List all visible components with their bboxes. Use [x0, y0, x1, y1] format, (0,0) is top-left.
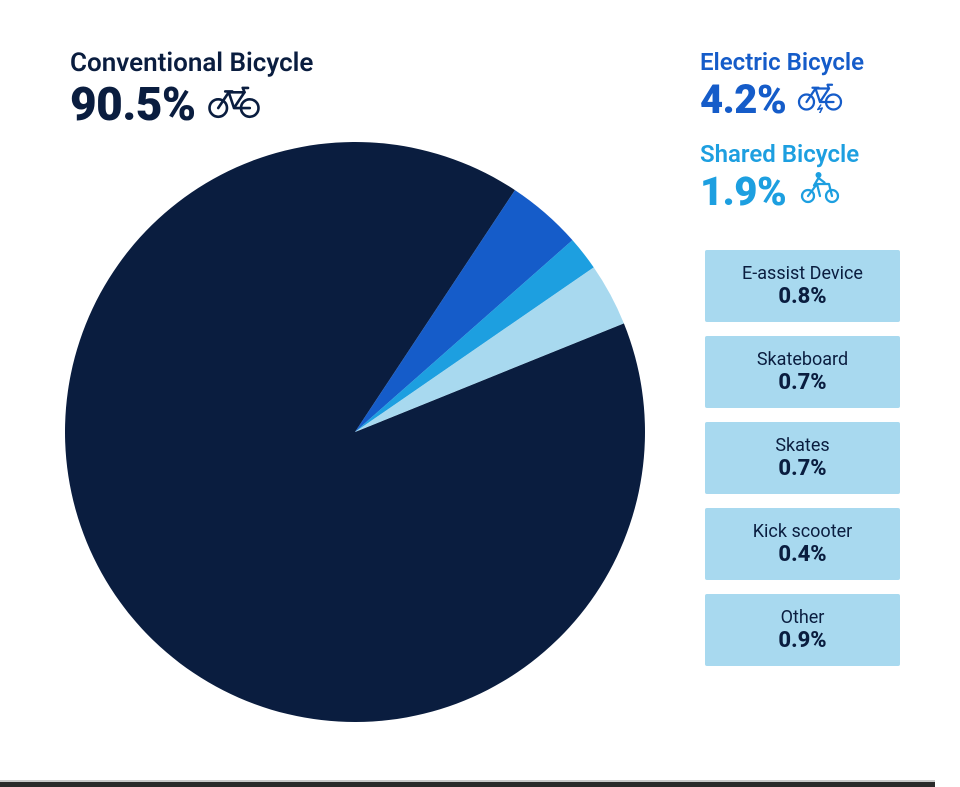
callout-electric: Electric Bicycle 4.2% — [700, 48, 864, 123]
minor-list: E-assist Device0.8%Skateboard0.7%Skates0… — [705, 250, 900, 680]
chart-canvas: Conventional Bicycle 90.5% Electric Bicy… — [0, 0, 960, 787]
ebike-icon — [796, 79, 844, 117]
callout-shared-label: Shared Bicycle — [700, 140, 859, 168]
callout-conventional-pct: 90.5% — [70, 78, 196, 132]
callout-shared: Shared Bicycle 1.9% — [700, 140, 859, 215]
pie-chart — [65, 142, 645, 726]
pie-svg — [65, 142, 645, 722]
minor-pct: 0.9% — [705, 628, 900, 653]
minor-box: Other0.9% — [705, 594, 900, 666]
minor-pct: 0.7% — [705, 370, 900, 395]
minor-label: Kick scooter — [705, 521, 900, 542]
callout-shared-pct: 1.9% — [700, 168, 786, 215]
minor-pct: 0.4% — [705, 542, 900, 567]
callout-electric-label: Electric Bicycle — [700, 48, 864, 76]
bottom-bar — [0, 780, 935, 787]
minor-label: E-assist Device — [705, 263, 900, 284]
callout-conventional-label: Conventional Bicycle — [70, 48, 313, 78]
minor-box: Skates0.7% — [705, 422, 900, 494]
minor-box: E-assist Device0.8% — [705, 250, 900, 322]
minor-label: Skates — [705, 435, 900, 456]
shared-bike-icon — [796, 169, 844, 209]
minor-pct: 0.7% — [705, 456, 900, 481]
minor-box: Kick scooter0.4% — [705, 508, 900, 580]
minor-pct: 0.8% — [705, 284, 900, 309]
callout-electric-pct: 4.2% — [700, 76, 786, 123]
callout-conventional: Conventional Bicycle 90.5% — [70, 48, 313, 132]
minor-label: Skateboard — [705, 349, 900, 370]
bicycle-icon — [206, 82, 262, 124]
minor-label: Other — [705, 607, 900, 628]
minor-box: Skateboard0.7% — [705, 336, 900, 408]
